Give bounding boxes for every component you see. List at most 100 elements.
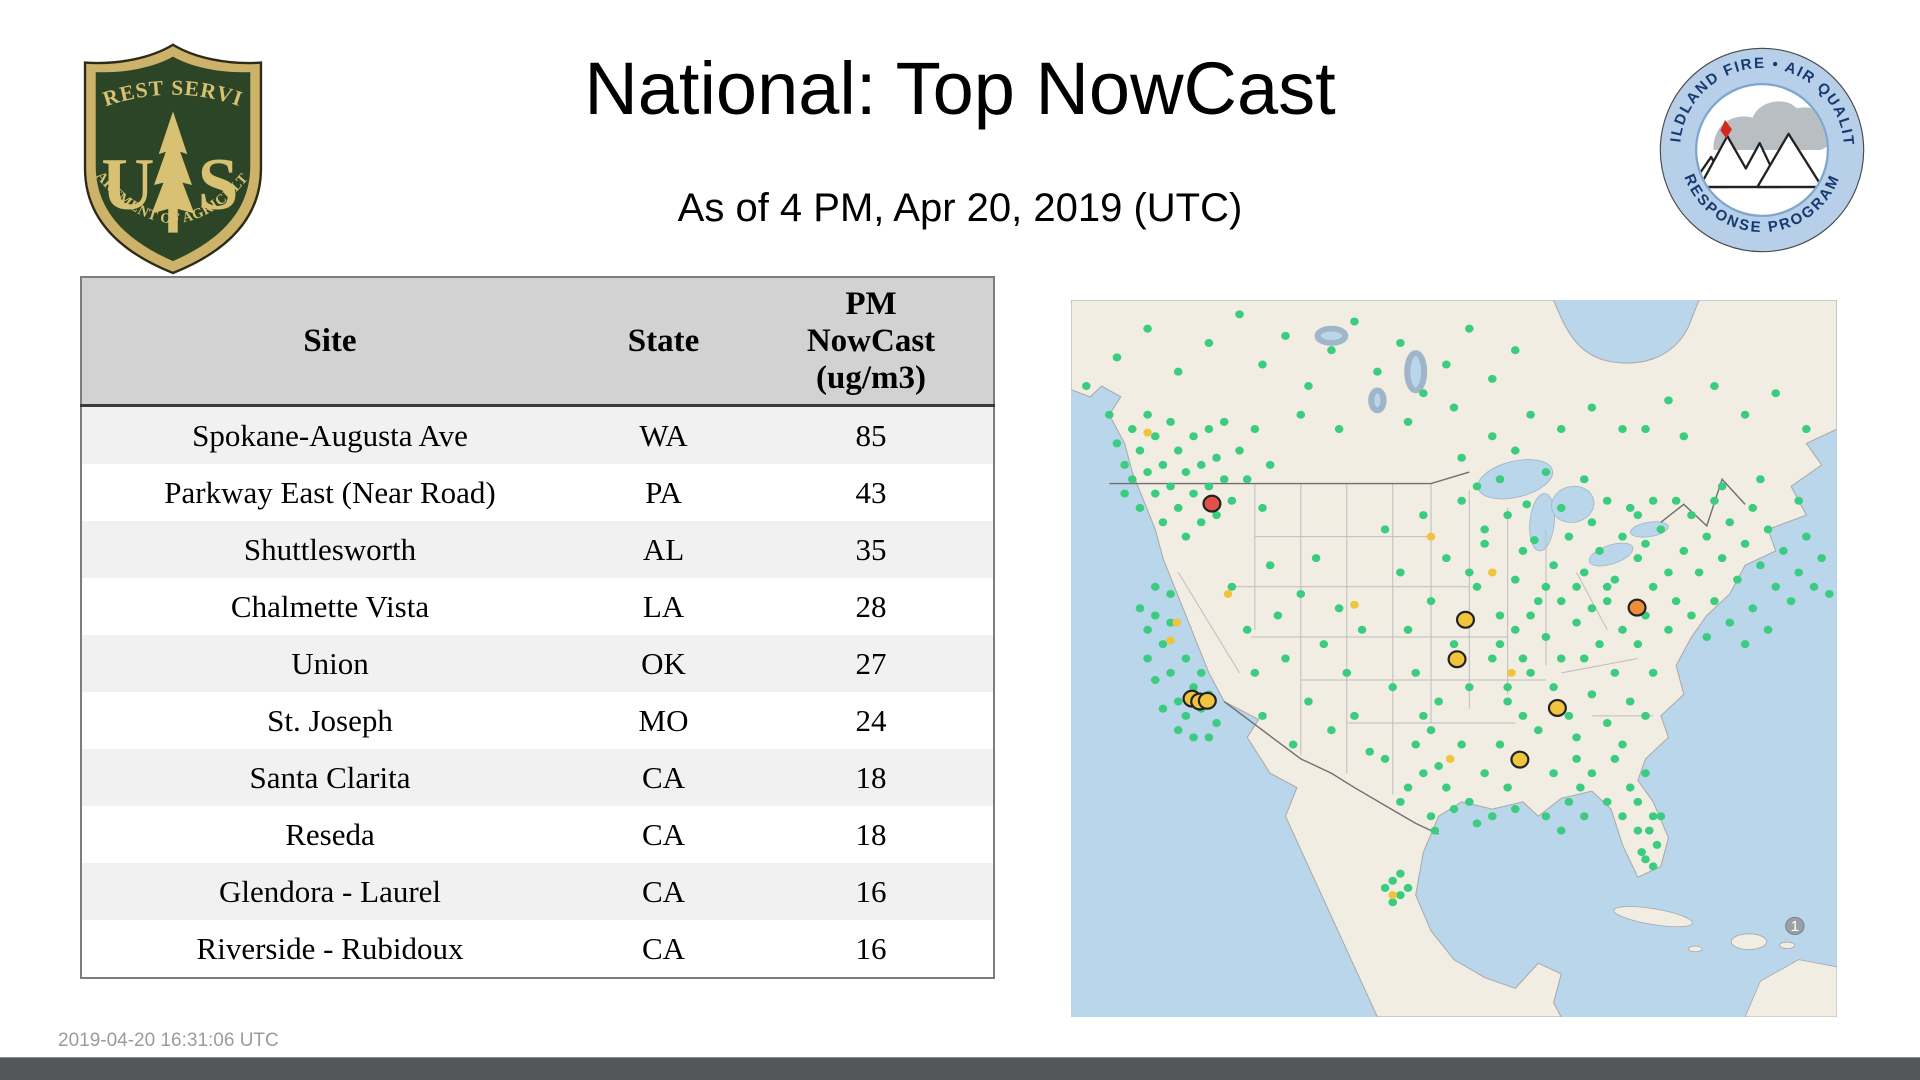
table-header-row: Site State PM NowCast (ug/m3)	[81, 277, 994, 407]
monitor-dot-good	[1419, 389, 1428, 398]
monitor-dot-good	[1273, 611, 1283, 620]
monitor-dot-good	[1150, 611, 1160, 620]
monitor-dot-moderate	[1426, 532, 1436, 541]
highlighted-monitor-dot-moderate	[1457, 612, 1474, 628]
monitor-dot-good	[1725, 618, 1735, 627]
monitor-dot-good	[1143, 324, 1152, 333]
monitor-dot-good	[1434, 697, 1443, 706]
monitor-dot-good	[1173, 367, 1183, 376]
monitor-dot-good	[1350, 317, 1359, 326]
generation-timestamp: 2019-04-20 16:31:06 UTC	[58, 1030, 279, 1051]
monitor-dot-good	[1549, 769, 1558, 778]
monitor-dot-good	[1556, 503, 1566, 512]
monitor-dot-good	[1518, 654, 1528, 663]
monitor-dot-good	[1304, 697, 1313, 706]
value-cell: 18	[855, 759, 887, 795]
monitor-dot-good	[1556, 826, 1566, 835]
monitor-dot-good	[1173, 726, 1183, 735]
monitor-dot-good	[1281, 331, 1290, 340]
monitor-dot-good	[1189, 489, 1198, 498]
monitor-dot-moderate	[1388, 891, 1398, 900]
monitor-dot-good	[1702, 632, 1712, 642]
page-subtitle: As of 4 PM, Apr 20, 2019 (UTC)	[677, 186, 1243, 230]
monitor-dot-good	[1334, 604, 1344, 613]
monitor-dot-good	[1166, 668, 1175, 677]
us-map[interactable]: 1	[1071, 300, 1837, 1017]
state-cell: LA	[642, 588, 685, 624]
monitor-dot-good	[1166, 618, 1175, 627]
monitor-dot-good	[1541, 632, 1551, 642]
monitor-dot-good	[1120, 489, 1129, 498]
table-row: Spokane-Augusta Ave WA 85	[81, 405, 994, 464]
great-lakes	[1473, 453, 1669, 571]
monitor-dot-good	[1556, 654, 1566, 663]
monitor-dot-good	[1717, 482, 1727, 491]
monitor-dot-good	[1733, 575, 1742, 584]
monitor-dot-good	[1510, 575, 1520, 584]
monitor-dot-good	[1503, 697, 1512, 706]
monitor-dot-good	[1472, 482, 1482, 491]
monitor-dot-good	[1510, 805, 1520, 814]
wfaqrp-logo: WILDLAND FIRE • AIR QUALITY RESPONSE PRO…	[1650, 33, 1866, 254]
cluster-marker-count: 1	[1791, 919, 1800, 934]
monitor-dot-good	[1641, 425, 1650, 434]
monitor-dot-good	[1579, 475, 1589, 484]
monitor-dot-good	[1426, 812, 1436, 821]
us-map-svg: 1	[1071, 300, 1837, 1017]
monitor-dot-good	[1510, 625, 1520, 634]
monitor-dot-good	[1403, 417, 1413, 426]
monitor-dot-good	[1710, 597, 1719, 606]
state-cell: CA	[641, 873, 686, 909]
wfaqrp-seal: WILDLAND FIRE • AIR QUALITY RESPONSE PRO…	[1650, 33, 1865, 253]
monitor-dot-good	[1671, 597, 1681, 606]
monitor-dots-layer: 1	[1082, 310, 1834, 935]
monitor-dot-good	[1403, 883, 1413, 892]
monitor-dot-good	[1112, 353, 1122, 362]
state-cell: PA	[645, 474, 682, 510]
islands	[1612, 902, 1837, 1017]
monitor-dot-good	[1587, 604, 1597, 613]
monitor-dot-good	[1618, 625, 1627, 634]
monitor-dot-good	[1763, 525, 1773, 534]
monitor-dot-good	[1396, 568, 1405, 577]
value-cell: 18	[855, 816, 887, 852]
site-cell: Chalmette Vista	[230, 588, 430, 624]
highlighted-monitor-dot-moderate	[1511, 752, 1528, 768]
site-cell: Parkway East (Near Road)	[164, 474, 496, 510]
monitor-dot-good	[1602, 496, 1612, 505]
monitor-dot-good	[1304, 382, 1313, 391]
highlighted-monitor-dot-moderate	[1449, 651, 1466, 667]
monitor-dot-good	[1633, 797, 1643, 806]
monitor-dot-good	[1687, 611, 1696, 620]
site-cell: Santa Clarita	[249, 759, 411, 795]
monitor-dot-good	[1564, 711, 1574, 720]
state-cell: WA	[639, 417, 688, 453]
monitor-dot-good	[1618, 740, 1627, 749]
monitor-dot-good	[1158, 704, 1168, 713]
monitor-dot-good	[1288, 740, 1298, 749]
monitor-dot-good	[1488, 812, 1497, 821]
monitor-dot-good	[1426, 726, 1436, 735]
monitor-dot-good	[1579, 568, 1589, 577]
monitor-dot-good	[1411, 668, 1420, 677]
highlighted-monitor-dot-moderate	[1549, 700, 1566, 716]
monitor-dot-good	[1587, 518, 1597, 527]
monitor-dot-good	[1648, 862, 1658, 871]
monitor-dot-good	[1587, 690, 1597, 699]
monitor-dot-good	[1112, 439, 1122, 448]
monitor-dot-good	[1465, 568, 1474, 577]
monitor-dot-good	[1265, 460, 1275, 469]
monitor-dot-good	[1181, 468, 1191, 477]
monitor-dot-moderate	[1445, 754, 1455, 763]
monitor-dot-good	[1350, 711, 1359, 720]
monitor-dot-good	[1457, 740, 1466, 749]
monitor-dot-good	[1602, 719, 1612, 728]
monitor-dot-good	[1595, 546, 1604, 555]
monitor-dot-good	[1143, 468, 1152, 477]
monitor-dot-good	[1641, 711, 1650, 720]
value-cell: 85	[855, 417, 887, 453]
monitor-dot-good	[1296, 410, 1306, 419]
monitor-dot-good	[1105, 410, 1114, 419]
value-cell: 24	[855, 702, 887, 738]
table-row: Parkway East (Near Road) PA 43	[81, 464, 994, 521]
